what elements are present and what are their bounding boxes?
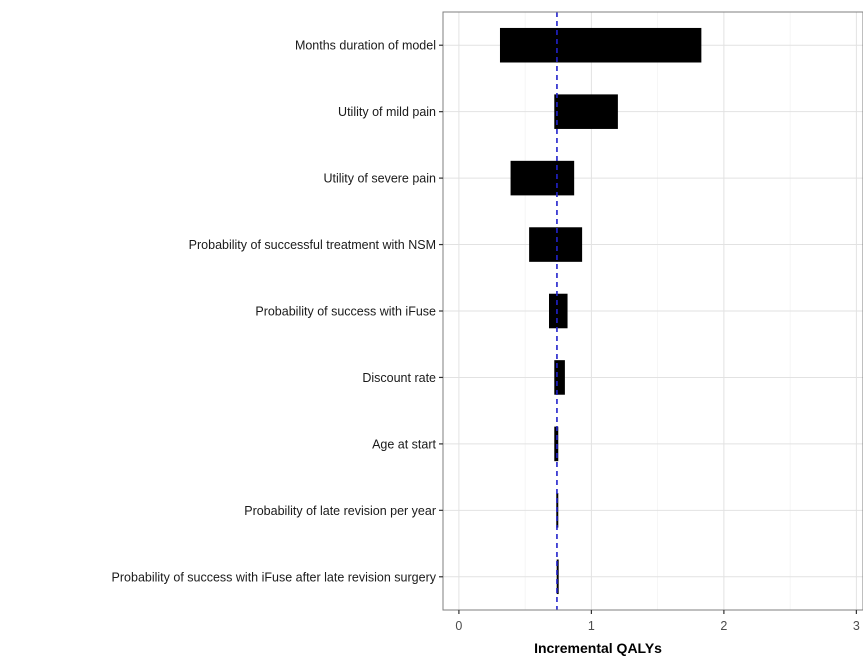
y-tick-label: Utility of mild pain bbox=[338, 105, 436, 119]
y-tick-label: Probability of late revision per year bbox=[244, 504, 436, 518]
x-tick-label: 2 bbox=[720, 619, 727, 633]
grid-layer bbox=[443, 12, 863, 610]
y-tick-label: Discount rate bbox=[362, 371, 436, 385]
y-tick-label: Utility of severe pain bbox=[323, 172, 436, 186]
x-axis-title: Incremental QALYs bbox=[534, 640, 662, 656]
y-tick-label: Age at start bbox=[372, 437, 436, 451]
x-axis: 0 1 2 3 bbox=[455, 610, 860, 633]
bar-6 bbox=[554, 360, 565, 395]
y-axis: Months duration of model Utility of mild … bbox=[112, 39, 443, 584]
bar-7 bbox=[554, 426, 559, 462]
y-tick-label: Probability of successful treatment with… bbox=[189, 238, 436, 252]
bar-4 bbox=[529, 227, 583, 262]
bar-2 bbox=[554, 94, 618, 129]
x-tick-label: 1 bbox=[588, 619, 595, 633]
bar-5 bbox=[548, 293, 568, 329]
bar-1 bbox=[499, 27, 702, 63]
x-tick-label: 3 bbox=[853, 619, 860, 633]
bars-layer bbox=[499, 27, 702, 595]
bar-9 bbox=[556, 559, 559, 595]
bar-3 bbox=[510, 160, 575, 196]
x-tick-label: 0 bbox=[455, 619, 462, 633]
y-tick-label: Probability of success with iFuse bbox=[255, 305, 436, 319]
y-tick-label: Probability of success with iFuse after … bbox=[112, 570, 437, 584]
y-tick-label: Months duration of model bbox=[295, 39, 436, 53]
